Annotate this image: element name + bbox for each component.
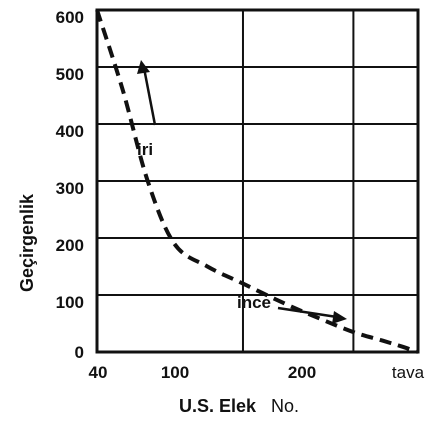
annotation-ince: ince xyxy=(237,293,347,324)
plot-area-frame xyxy=(95,8,420,354)
x-tick-label-100: 100 xyxy=(161,363,189,382)
y-tick-label-300: 300 xyxy=(56,179,84,198)
annotation-iri-label: iri xyxy=(137,140,153,159)
annotation-iri-arrow-head xyxy=(137,60,150,74)
y-tick-label-0: 0 xyxy=(75,343,84,362)
y-tick-label-500: 500 xyxy=(56,65,84,84)
x-tick-label-tava: tava xyxy=(392,363,425,382)
x-tick-label-40: 40 xyxy=(89,363,108,382)
annotation-iri-arrow-shaft xyxy=(142,67,157,126)
annotation-ince-arrow-head xyxy=(332,311,347,324)
y-tick-labels: 600 500 400 300 200 100 0 xyxy=(56,8,84,362)
y-axis-title: Geçirgenlik xyxy=(17,193,37,292)
y-tick-label-100: 100 xyxy=(56,293,84,312)
x-tick-labels: 40 100 200 tava xyxy=(89,363,425,382)
x-axis-title-suffix: No. xyxy=(271,396,299,416)
annotation-ince-arrow-shaft xyxy=(277,306,338,319)
x-axis-title: U.S. Elek No. xyxy=(179,396,299,416)
y-tick-label-600: 600 xyxy=(56,8,84,27)
x-tick-label-200: 200 xyxy=(288,363,316,382)
annotation-ince-label: ince xyxy=(237,293,271,312)
grid-lines xyxy=(97,10,418,352)
data-series-line xyxy=(95,9,419,354)
y-tick-label-400: 400 xyxy=(56,122,84,141)
y-tick-label-200: 200 xyxy=(56,236,84,255)
annotation-iri: iri xyxy=(137,60,157,159)
x-axis-title-main: U.S. Elek xyxy=(179,396,257,416)
